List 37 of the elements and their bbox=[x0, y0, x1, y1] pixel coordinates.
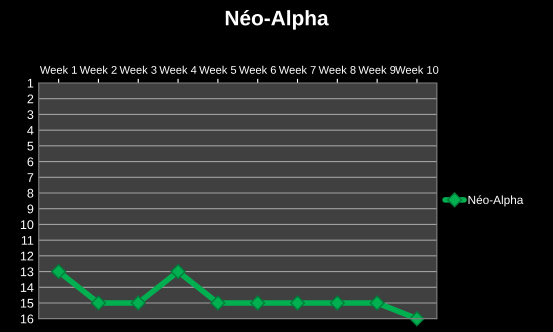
y-tick-label: 14 bbox=[20, 283, 34, 292]
y-tick-label: 5 bbox=[27, 142, 34, 151]
point bbox=[90, 295, 106, 311]
y-tick-label: 1 bbox=[28, 78, 34, 88]
chart-title: Néo-Alpha bbox=[226, 10, 329, 30]
point bbox=[250, 295, 266, 311]
y-tick-label: 12 bbox=[20, 252, 34, 260]
y-tick-label: 10 bbox=[20, 220, 34, 230]
point bbox=[130, 295, 146, 311]
x-tick-label: Week 1 bbox=[40, 66, 77, 74]
y-tick-label: 16 bbox=[20, 314, 34, 324]
x-tick-label: Week 9 bbox=[358, 66, 396, 74]
point bbox=[290, 295, 306, 311]
x-tick-label: Week 4 bbox=[159, 66, 196, 74]
point bbox=[51, 264, 66, 280]
x-tick-label: Week 5 bbox=[199, 66, 236, 74]
point bbox=[170, 264, 186, 280]
point bbox=[330, 295, 345, 311]
y-tick-label: 7 bbox=[28, 173, 34, 182]
y-tick-label: 2 bbox=[28, 94, 34, 104]
x-tick-label: Week 3 bbox=[120, 66, 156, 74]
y-tick-label: 15 bbox=[20, 298, 34, 308]
x-tick-label: Week 2 bbox=[80, 66, 117, 74]
y-tick-label: 9 bbox=[27, 204, 34, 214]
x-tick-label: Week 6 bbox=[239, 66, 276, 74]
x-tick-label: Week 10 bbox=[395, 66, 438, 74]
legend-label: Néo-Alpha bbox=[468, 195, 524, 206]
y-tick-label: 3 bbox=[27, 110, 34, 120]
point bbox=[370, 295, 385, 311]
y-tick-label: 4 bbox=[27, 126, 34, 135]
x-tick-label: Week 8 bbox=[318, 66, 356, 74]
y-tick-label: 8 bbox=[27, 188, 34, 198]
point bbox=[210, 295, 226, 311]
y-tick-label: 6 bbox=[28, 157, 34, 166]
y-tick-label: 13 bbox=[20, 267, 34, 276]
x-tick-label: Week 7 bbox=[278, 66, 316, 74]
y-tick-label: 11 bbox=[22, 236, 34, 245]
